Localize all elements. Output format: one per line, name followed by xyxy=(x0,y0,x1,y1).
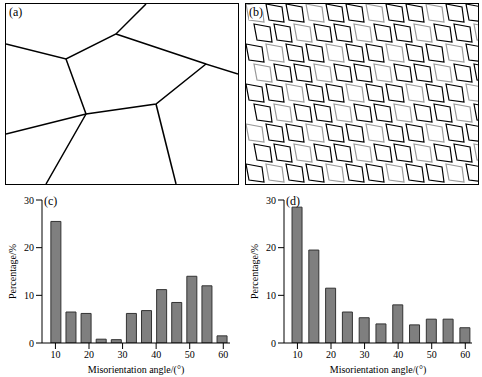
svg-text:60: 60 xyxy=(460,349,470,360)
svg-text:0: 0 xyxy=(271,338,276,349)
svg-text:Percentage/%: Percentage/% xyxy=(7,244,18,299)
svg-text:50: 50 xyxy=(185,349,195,360)
svg-text:30: 30 xyxy=(24,195,34,206)
html-text:(a): (a) xyxy=(9,5,23,19)
svg-text:Misorientation angle/(°): Misorientation angle/(°) xyxy=(88,364,184,376)
svg-text:40: 40 xyxy=(151,349,161,360)
svg-text:10: 10 xyxy=(24,290,34,301)
svg-text:10: 10 xyxy=(266,290,276,301)
svg-text:Misorientation angle/(°): Misorientation angle/(°) xyxy=(330,364,426,376)
svg-text:40: 40 xyxy=(393,349,403,360)
svg-text:20: 20 xyxy=(84,349,94,360)
svg-text:20: 20 xyxy=(24,242,34,253)
svg-text:0: 0 xyxy=(29,338,34,349)
svg-text:20: 20 xyxy=(326,349,336,360)
svg-text:30: 30 xyxy=(266,195,276,206)
html-text:(d): (d) xyxy=(286,194,300,208)
svg-text:30: 30 xyxy=(360,349,370,360)
svg-text:30: 30 xyxy=(118,349,128,360)
svg-text:50: 50 xyxy=(427,349,437,360)
svg-text:Percentage/%: Percentage/% xyxy=(249,244,260,299)
svg-text:60: 60 xyxy=(218,349,228,360)
html-text:(c): (c) xyxy=(44,194,58,208)
html-text:(b): (b) xyxy=(249,5,263,19)
svg-text:20: 20 xyxy=(266,242,276,253)
svg-text:10: 10 xyxy=(292,349,302,360)
svg-text:10: 10 xyxy=(50,349,60,360)
